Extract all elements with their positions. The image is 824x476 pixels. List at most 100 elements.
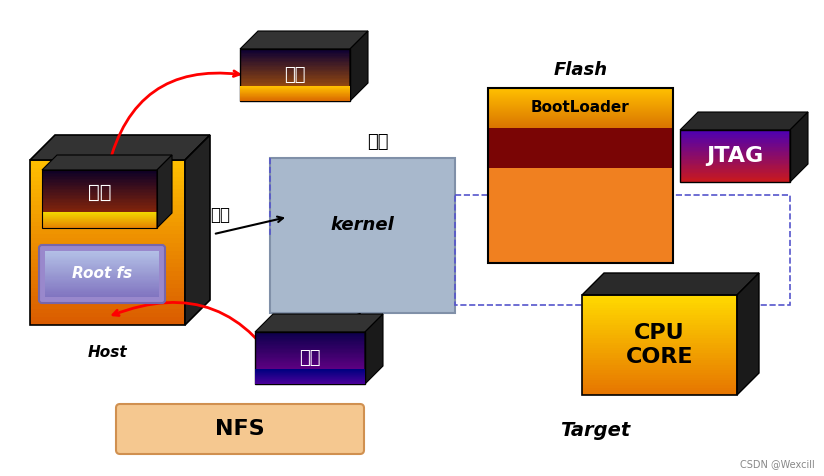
- Polygon shape: [30, 284, 185, 288]
- Polygon shape: [30, 135, 210, 160]
- Polygon shape: [255, 351, 365, 353]
- Polygon shape: [30, 271, 185, 276]
- Polygon shape: [255, 379, 365, 380]
- Polygon shape: [42, 155, 172, 170]
- Polygon shape: [488, 90, 673, 91]
- Polygon shape: [488, 125, 673, 126]
- Polygon shape: [240, 79, 350, 80]
- Polygon shape: [240, 69, 350, 70]
- Polygon shape: [582, 350, 737, 353]
- Polygon shape: [30, 317, 185, 321]
- Polygon shape: [42, 174, 157, 176]
- Polygon shape: [582, 310, 737, 313]
- Polygon shape: [255, 342, 365, 344]
- Polygon shape: [680, 155, 790, 156]
- Polygon shape: [255, 371, 365, 372]
- FancyBboxPatch shape: [39, 245, 165, 303]
- Polygon shape: [45, 283, 159, 284]
- Polygon shape: [488, 109, 673, 110]
- Polygon shape: [680, 159, 790, 160]
- Polygon shape: [255, 340, 365, 341]
- Polygon shape: [240, 74, 350, 75]
- Polygon shape: [42, 225, 157, 227]
- Polygon shape: [45, 253, 159, 255]
- Polygon shape: [680, 172, 790, 173]
- Polygon shape: [582, 313, 737, 315]
- Polygon shape: [582, 333, 737, 335]
- Polygon shape: [42, 193, 157, 195]
- Polygon shape: [680, 144, 790, 146]
- Polygon shape: [240, 53, 350, 54]
- Polygon shape: [42, 183, 157, 185]
- Polygon shape: [240, 96, 350, 97]
- Polygon shape: [255, 314, 383, 332]
- Polygon shape: [240, 92, 350, 93]
- Polygon shape: [582, 360, 737, 363]
- Polygon shape: [42, 178, 157, 180]
- Polygon shape: [30, 164, 185, 168]
- Text: Flash: Flash: [554, 61, 607, 79]
- Polygon shape: [582, 303, 737, 305]
- Polygon shape: [240, 60, 350, 61]
- Polygon shape: [30, 304, 185, 308]
- Polygon shape: [30, 308, 185, 313]
- Polygon shape: [42, 205, 157, 206]
- Polygon shape: [365, 314, 383, 384]
- Polygon shape: [45, 260, 159, 261]
- Polygon shape: [680, 169, 790, 170]
- Polygon shape: [45, 292, 159, 294]
- Polygon shape: [45, 275, 159, 276]
- Polygon shape: [42, 190, 157, 192]
- Polygon shape: [488, 123, 673, 124]
- Polygon shape: [240, 56, 350, 57]
- Polygon shape: [42, 209, 157, 210]
- Polygon shape: [680, 167, 790, 168]
- Polygon shape: [488, 117, 673, 118]
- Polygon shape: [582, 377, 737, 380]
- Polygon shape: [488, 119, 673, 120]
- Polygon shape: [45, 289, 159, 290]
- Polygon shape: [255, 367, 365, 368]
- Polygon shape: [240, 93, 350, 95]
- Polygon shape: [680, 168, 790, 169]
- Polygon shape: [255, 353, 365, 354]
- Polygon shape: [488, 103, 673, 104]
- Polygon shape: [680, 149, 790, 151]
- Polygon shape: [582, 340, 737, 343]
- Polygon shape: [680, 165, 790, 167]
- Polygon shape: [737, 273, 759, 395]
- Polygon shape: [30, 313, 185, 317]
- Polygon shape: [30, 276, 185, 279]
- Polygon shape: [240, 99, 350, 101]
- Polygon shape: [42, 198, 157, 199]
- Polygon shape: [30, 218, 185, 222]
- Polygon shape: [240, 90, 350, 92]
- Polygon shape: [157, 155, 172, 228]
- Polygon shape: [240, 57, 350, 58]
- Polygon shape: [350, 31, 368, 101]
- Polygon shape: [488, 126, 673, 127]
- Polygon shape: [488, 107, 673, 108]
- Polygon shape: [680, 176, 790, 177]
- Polygon shape: [30, 193, 185, 197]
- Polygon shape: [488, 99, 673, 100]
- Polygon shape: [240, 71, 350, 72]
- Polygon shape: [240, 66, 350, 67]
- Polygon shape: [255, 337, 365, 338]
- Polygon shape: [240, 76, 350, 78]
- Polygon shape: [240, 97, 350, 99]
- Polygon shape: [582, 373, 737, 375]
- Polygon shape: [582, 383, 737, 385]
- Polygon shape: [680, 143, 790, 144]
- Polygon shape: [582, 387, 737, 390]
- Polygon shape: [240, 49, 350, 50]
- Polygon shape: [582, 390, 737, 393]
- Polygon shape: [488, 116, 673, 117]
- Polygon shape: [582, 385, 737, 387]
- Polygon shape: [680, 156, 790, 157]
- Polygon shape: [680, 160, 790, 161]
- Text: CSDN @Wexcill: CSDN @Wexcill: [740, 459, 815, 469]
- Polygon shape: [42, 177, 157, 178]
- Polygon shape: [42, 214, 157, 215]
- Polygon shape: [30, 177, 185, 180]
